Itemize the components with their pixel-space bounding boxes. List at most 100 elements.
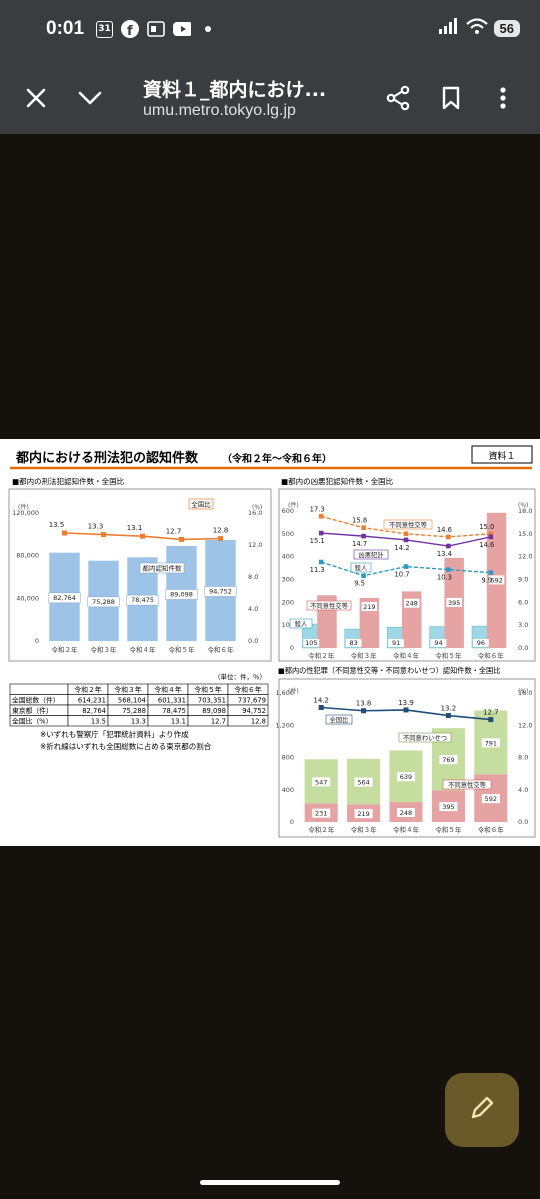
share-icon[interactable]	[382, 82, 414, 114]
edit-button[interactable]	[445, 1073, 519, 1147]
chart1-line-point	[179, 536, 184, 542]
table-cell-text: 全国比（%）	[12, 716, 52, 725]
chart2-line-kyoaku-value: 14.2	[394, 544, 409, 552]
chart2-satsujin-label-box	[430, 639, 447, 647]
table-cell-text: 東京都（件）	[12, 706, 53, 715]
chart1-y-right-tick: 12.0	[248, 541, 262, 549]
news-icon	[147, 20, 165, 38]
table-cell	[227, 715, 269, 727]
chart2-satsujin-value: 94	[434, 639, 442, 647]
chart2-fudoi-label-box	[488, 575, 505, 585]
chart2-legend-kyoaku: 凶悪犯計	[358, 550, 384, 559]
chart2-line-fudoi-value: 15.0	[479, 523, 494, 531]
calendar-day: 31	[98, 24, 111, 34]
chart3-line-value: 13.9	[398, 699, 414, 707]
table-header: 令和５年	[194, 685, 221, 694]
chart2-x-tick: 令和６年	[478, 651, 505, 660]
bookmark-icon[interactable]	[435, 82, 467, 114]
badge-box	[471, 445, 533, 464]
chart1-y-right-tick: 16.0	[248, 509, 262, 517]
chart2-line-kyoaku-point	[446, 543, 451, 549]
chart3-waisetsu-label-box	[397, 772, 415, 782]
chart1-x-tick: 令和３年	[91, 645, 118, 654]
chart1-line-legend: 全国比	[191, 500, 211, 509]
table-cell-text: 78,475	[162, 707, 186, 715]
chart2-line-satsujin-value: 9.9	[481, 577, 492, 585]
chart1-bar-value: 94,752	[209, 587, 232, 595]
chart2-fudoi-value: 219	[363, 603, 375, 611]
table-header: 令和４年	[154, 685, 181, 694]
chart2-satsujin-label-box	[388, 639, 404, 647]
table-cell-text: 全国総数（件）	[12, 695, 60, 704]
chart2-legend-satsujin-line-box	[350, 562, 372, 573]
table-header: 令和２年	[74, 685, 101, 694]
chart1-bar-label-box	[48, 592, 81, 604]
table-cell-text: 12.8	[251, 717, 266, 725]
chart2-y-left-tick: 300	[282, 576, 294, 584]
chart3-seiko-label-box	[397, 808, 415, 818]
chart2-line-fudoi-point	[488, 531, 494, 537]
chart1-title: ■都内の刑法犯認知件数・全国比	[12, 476, 125, 486]
chart3-y-left-unit: (件)	[288, 687, 299, 695]
chart1-x-tick: 令和６年	[208, 645, 235, 654]
chart2-line-kyoaku-point	[361, 533, 366, 539]
note-2: ※折れ線はいずれも全国総数に占める東京都の割合	[40, 741, 212, 751]
app-toolbar: 資料１_都内におけ... umu.metro.tokyo.lg.jp	[0, 62, 540, 134]
chart2-x-tick: 令和２年	[308, 651, 335, 660]
chart2-line-kyoaku-value: 15.1	[310, 537, 325, 545]
chart2-line-fudoi-value: 14.6	[437, 526, 452, 534]
chart3-waisetsu-value: 639	[400, 773, 412, 781]
document-heading: 都内における刑法犯の認知件数	[15, 450, 199, 466]
chart2-line-kyoaku-value: 13.4	[437, 550, 452, 558]
chart1-y-right-tick: 0.0	[248, 637, 258, 645]
table-cell	[9, 683, 69, 695]
chart3-legend-waisetsu-box	[398, 732, 452, 743]
chart2-fudoi-value: 592	[490, 576, 502, 584]
chart2-fudoi-label-box	[361, 601, 378, 611]
pencil-icon	[468, 1094, 496, 1126]
chart3-legend-seiko-box	[442, 779, 492, 790]
table-cell-text: 568,104	[118, 696, 146, 704]
table-cell-text: 89,098	[202, 707, 226, 715]
chart2-line-satsujin-value: 9.5	[354, 580, 365, 588]
chart1-bar-legend: 都内認知件数	[143, 564, 183, 573]
chart2-y-right-tick: 15.0	[518, 530, 532, 538]
chart3-legend-line: 全国比	[330, 715, 349, 724]
chart1-bar-label-box	[87, 596, 120, 608]
chart2-y-left-tick: 400	[282, 553, 294, 561]
chart2-legend-fudoi-line: 不同意性交等	[389, 520, 427, 529]
chart2-line-fudoi-point	[361, 525, 366, 531]
chart3-y-right-unit: (%)	[518, 688, 528, 695]
chart2-y-right-tick: 3.0	[518, 621, 528, 629]
chart2-y-right-tick: 6.0	[518, 598, 528, 606]
chart3-y-right-tick: 16.0	[518, 689, 532, 697]
chart1-bar-value: 78,475	[131, 596, 154, 604]
chart1-bar-label-box	[165, 589, 198, 600]
chart2-line-kyoaku-point	[488, 534, 494, 540]
chart2-y-left-tick: 100	[282, 621, 294, 629]
chart2-legend-satsujin-bar: 殺人	[295, 619, 308, 628]
facebook-icon: f	[121, 20, 139, 38]
chart3-seiko-value: 248	[400, 809, 412, 817]
chart1-line-value: 12.8	[213, 527, 229, 535]
chart3-waisetsu-value: 564	[357, 779, 369, 787]
close-icon[interactable]	[20, 82, 52, 114]
home-indicator	[200, 1180, 340, 1185]
more-options-icon[interactable]	[487, 82, 519, 114]
chevron-down-icon[interactable]	[74, 82, 106, 114]
chart3-seiko-value: 395	[442, 803, 454, 811]
chart2-y-left-tick: 200	[282, 598, 294, 606]
table-cell-text: 82,764	[82, 707, 106, 715]
chart2-legend-kyoaku-box	[353, 549, 389, 560]
chart2-y-left-tick: 500	[282, 530, 294, 538]
chart3-seiko-label-box	[312, 808, 331, 818]
signal-icon	[438, 18, 460, 38]
svg-text:f: f	[127, 24, 133, 38]
chart1-y-left-tick: 80,000	[16, 552, 39, 560]
chart1-y-left-tick: 0	[35, 637, 39, 645]
chart3-waisetsu-value: 547	[315, 778, 327, 786]
chart1-line-legend-box	[188, 498, 214, 510]
chart3-y-right-tick: 0.0	[518, 818, 528, 826]
chart1-x-tick: 令和４年	[130, 645, 157, 654]
chart2-fudoi-value: 395	[448, 599, 460, 607]
